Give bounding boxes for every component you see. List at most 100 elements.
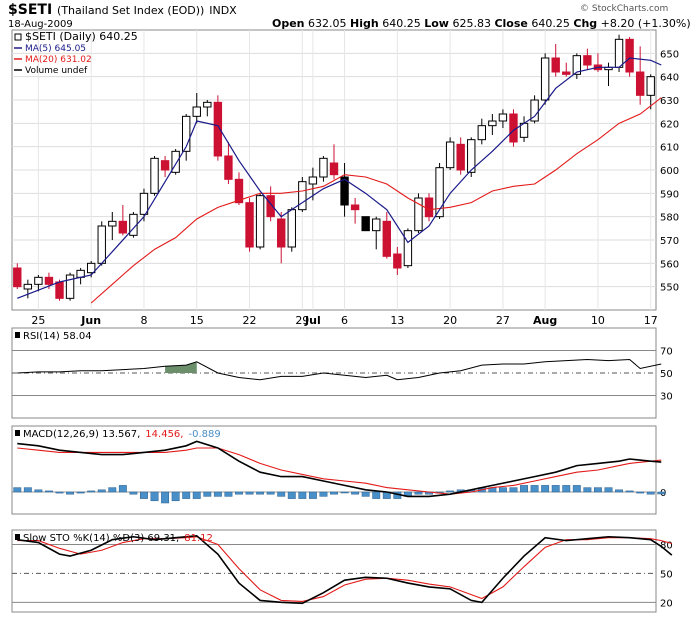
exchange: INDX (209, 4, 237, 17)
price-legend-entry: MA(5) 645.05 (25, 44, 86, 54)
candle (614, 34, 624, 72)
candle (319, 156, 328, 182)
candle-body (255, 195, 265, 248)
candle (540, 53, 550, 105)
candle (646, 74, 655, 110)
candle-body (171, 150, 180, 173)
candle (414, 193, 423, 233)
ma5-line (17, 57, 662, 299)
candle-body (477, 125, 486, 141)
candle-body (118, 220, 128, 234)
candle (424, 193, 434, 222)
candle-body (97, 225, 106, 264)
candle-body (319, 157, 328, 178)
candle (245, 198, 254, 252)
macd-hist-bar (530, 485, 539, 493)
candle-body (34, 276, 43, 285)
candle-body (635, 71, 645, 96)
macd-hist-bar (277, 491, 286, 497)
symbol-name: (Thailand Set Index (EOD)) (57, 4, 205, 17)
macd-hist-bar (646, 491, 655, 495)
candle-body (562, 71, 571, 75)
candle-body (65, 274, 75, 299)
candle-body (456, 143, 465, 171)
macd-hist-bar (520, 485, 528, 493)
macd-hist-bar (562, 485, 571, 493)
macd-hist-bar (625, 490, 634, 493)
candle-body (182, 115, 191, 152)
price-ytick-label: 610 (660, 143, 679, 154)
macd-hist-bar (129, 491, 138, 495)
macd-hist-bar (66, 491, 75, 495)
candle-body (403, 230, 413, 267)
macd-hist-bar (446, 490, 455, 493)
macd-hist-bar (34, 489, 43, 493)
rsi-line (17, 358, 662, 381)
candle-body (540, 57, 550, 101)
price-ytick-label: 600 (660, 166, 679, 177)
candle (150, 156, 159, 196)
candle (255, 193, 265, 250)
candle (203, 100, 212, 117)
candle (277, 212, 286, 264)
candle (192, 93, 201, 124)
candle (329, 144, 339, 180)
candle-body (150, 157, 159, 194)
rsi-legend: RSI(14) 58.04 (23, 331, 92, 342)
macd-hist-bar (340, 491, 349, 494)
candle-body (192, 106, 201, 117)
macd-hist-bar (213, 491, 222, 497)
macd-hist-bar (287, 491, 296, 499)
low-label: Low (424, 17, 449, 30)
x-tick-label: Jul (304, 314, 321, 327)
open-value: 632.05 (308, 17, 347, 30)
candle (160, 156, 170, 177)
candle (234, 172, 244, 205)
macd-hist-bar (182, 491, 191, 499)
candle-body (340, 176, 349, 206)
candle (583, 48, 592, 70)
macd-hist-bar (583, 487, 592, 493)
macd-hist-bar (171, 491, 180, 502)
candle (224, 142, 233, 184)
x-tick-label: 27 (496, 314, 510, 327)
macd-hist-bar (551, 485, 560, 493)
candle (65, 272, 75, 301)
x-tick-label: 15 (190, 314, 204, 327)
candle (361, 216, 370, 232)
price-legend-entry: Volume undef (25, 66, 88, 76)
price-ytick-label: 590 (660, 189, 679, 200)
candle-body (488, 120, 497, 127)
candle (403, 228, 413, 268)
macd-signal-line (17, 447, 662, 495)
x-tick-label: 25 (31, 314, 45, 327)
macd-hist-bar (235, 491, 243, 495)
candle-body (625, 38, 634, 73)
macd-hist-bar (150, 491, 159, 502)
macd-legend-entry: 14.456, (145, 429, 183, 440)
candle-body (160, 160, 170, 171)
macd-hist-bar (23, 487, 32, 493)
candle (498, 109, 508, 128)
candle-body (467, 139, 476, 173)
rsi-ytick-label: 70 (660, 347, 673, 358)
price-legend-entry: MA(20) 631.02 (25, 55, 92, 65)
candle (456, 137, 465, 175)
macd-hist-bar (308, 491, 317, 499)
candle (171, 149, 180, 175)
chg-value: +8.20 (+1.30%) (600, 17, 691, 30)
macd-legend-entry: MACD(12,26,9) 13.567, (23, 429, 140, 440)
candle (477, 118, 486, 145)
price-ytick-label: 630 (660, 96, 679, 107)
candle (308, 167, 318, 201)
candle (340, 163, 349, 217)
candle (287, 207, 296, 252)
x-tick-label: 29 (295, 314, 309, 327)
macd-hist-bar (55, 491, 64, 494)
macd-hist-bar (498, 487, 507, 493)
x-tick-label: 22 (243, 314, 257, 327)
macd-hist-bar (509, 487, 518, 493)
sto-ytick-label: 50 (660, 569, 673, 580)
macd-hist-bar (657, 491, 666, 495)
